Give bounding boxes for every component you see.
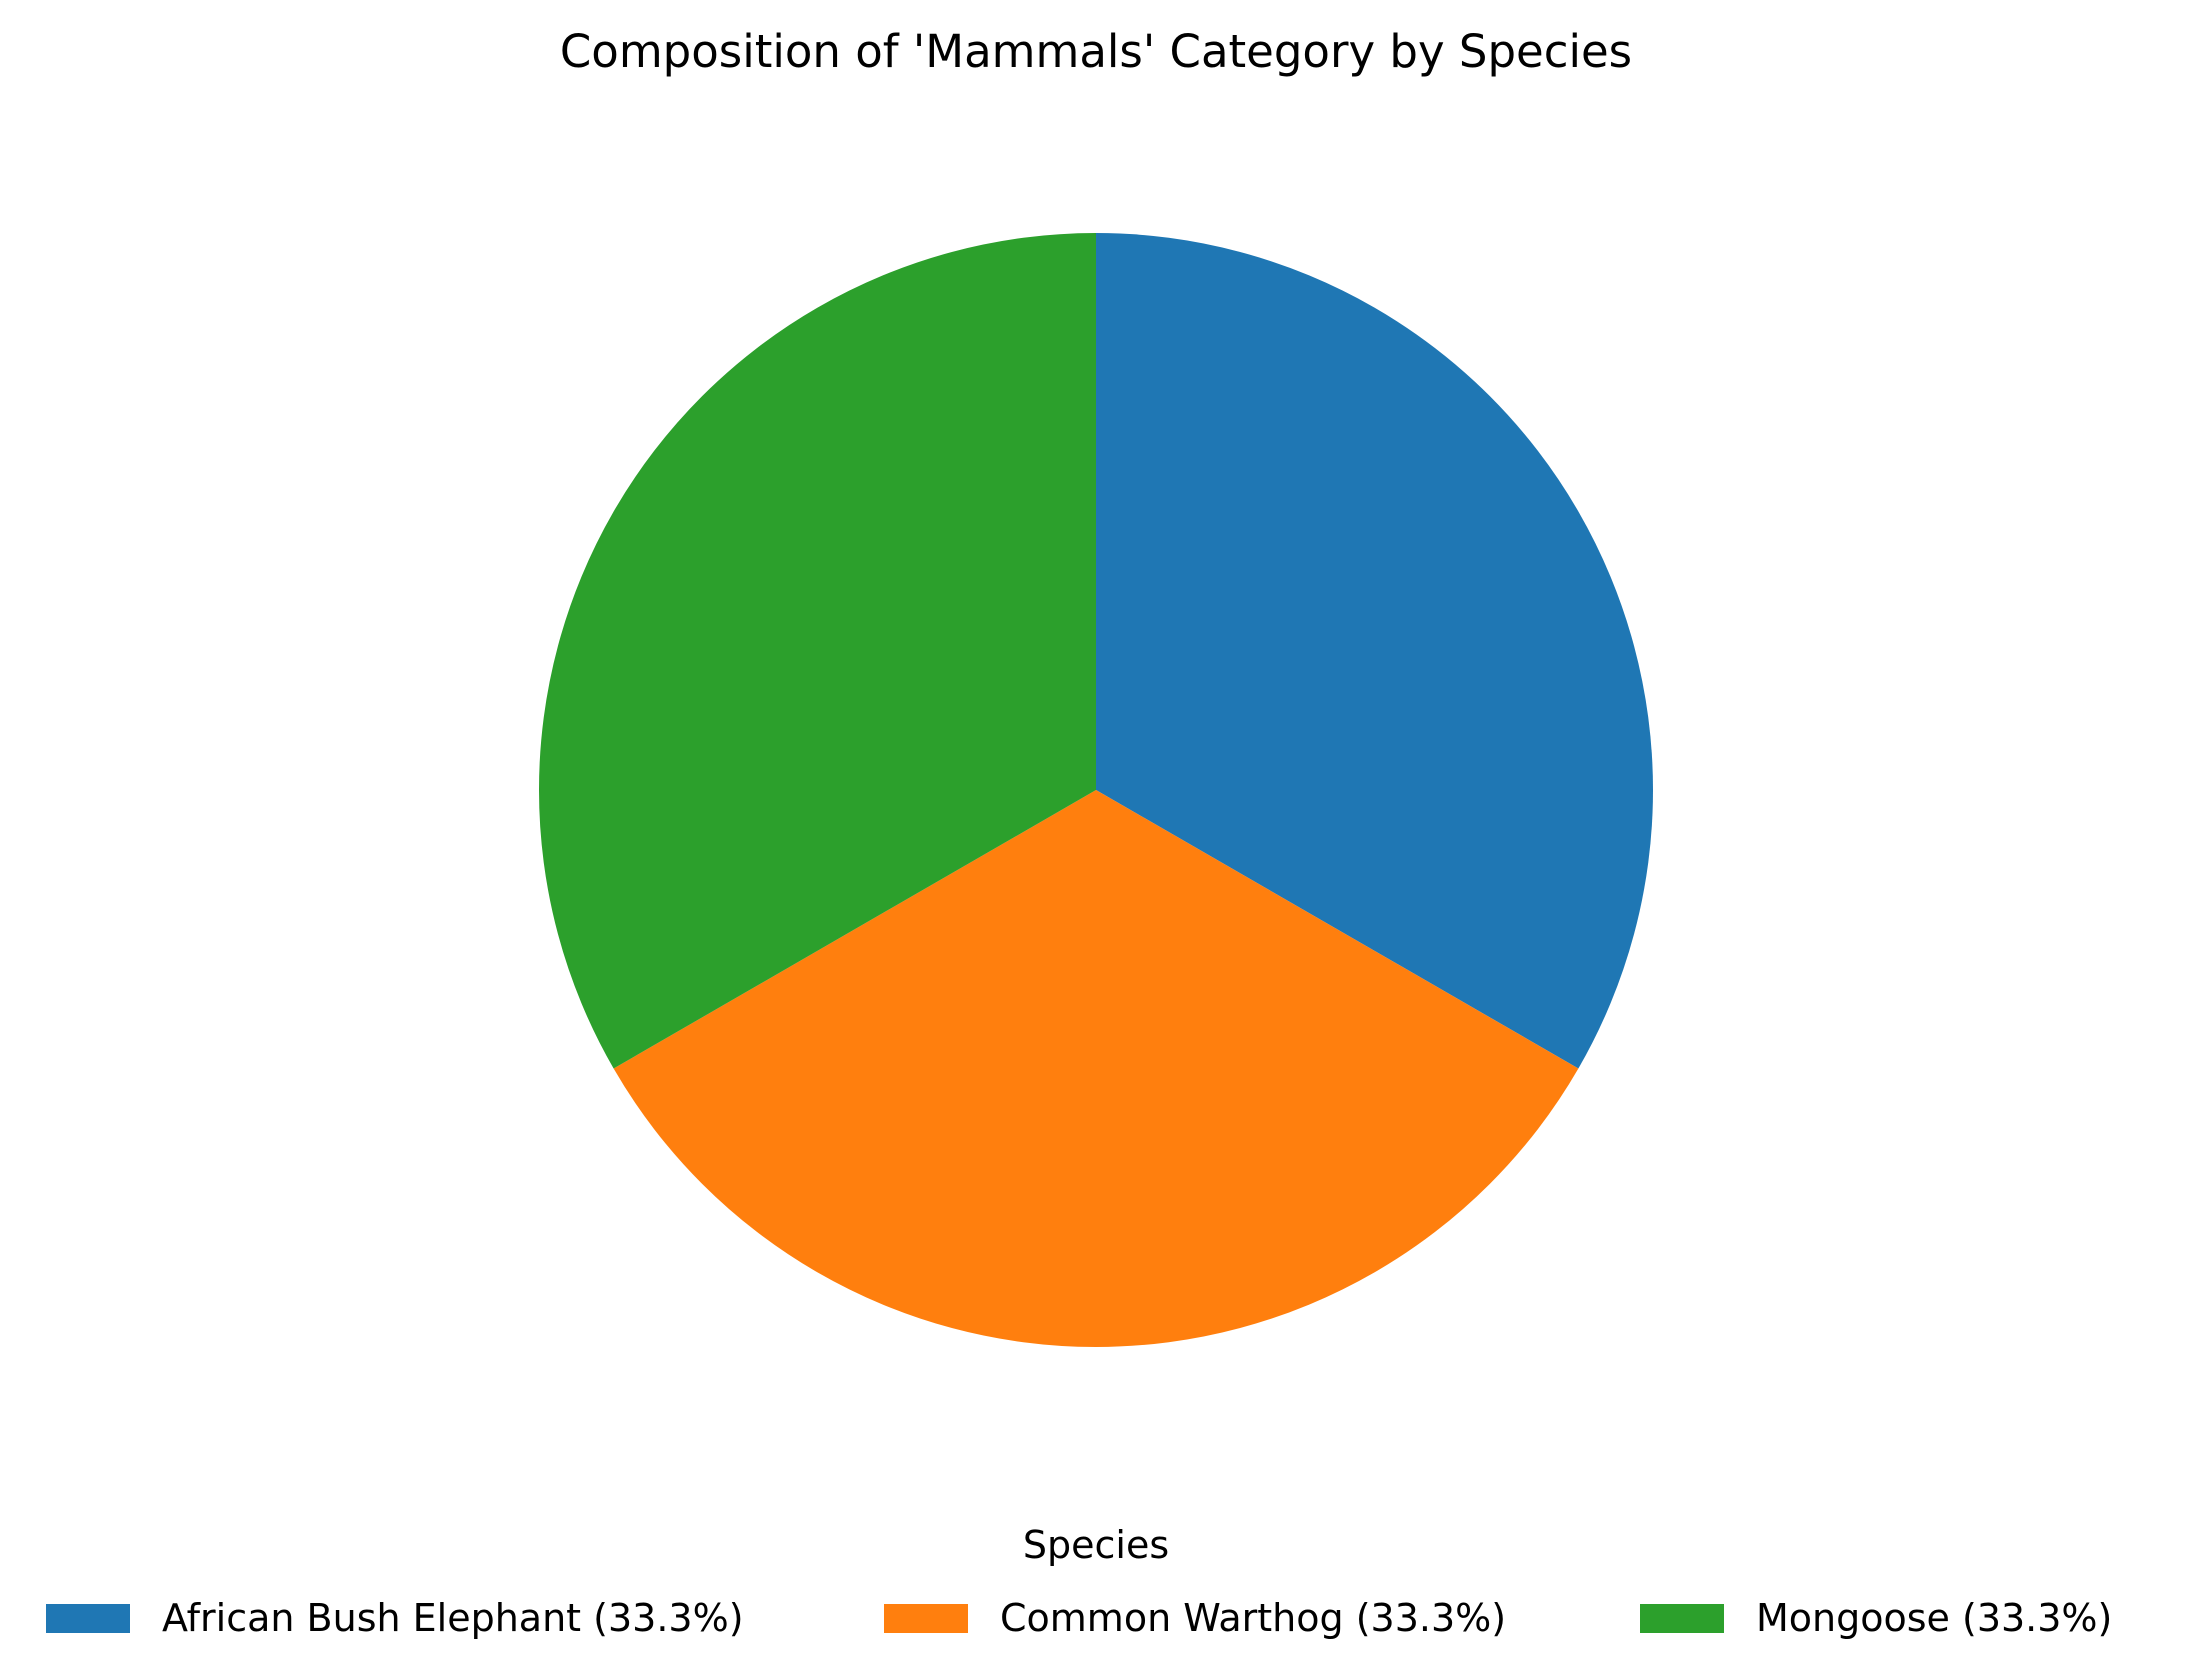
chart-title: Composition of 'Mammals' Category by Spe… — [559, 25, 1633, 78]
legend-swatch — [884, 1603, 968, 1633]
legend-item-common-warthog: Common Warthog (33.3%) — [884, 1590, 1506, 1646]
legend-title: Species — [1022, 1523, 1170, 1567]
legend-item-african-bush-elephant: African Bush Elephant (33.3%) — [46, 1590, 744, 1646]
legend-swatch — [1640, 1603, 1724, 1633]
legend-swatch — [46, 1603, 130, 1633]
pie-slice-mongoose — [538, 233, 1096, 1069]
pie-slice-african-bush-elephant — [1096, 233, 1654, 1069]
legend-label: African Bush Elephant (33.3%) — [162, 1596, 744, 1640]
legend-label: Common Warthog (33.3%) — [1000, 1596, 1507, 1640]
legend-label: Mongoose (33.3%) — [1756, 1596, 2113, 1640]
legend-item-mongoose: Mongoose (33.3%) — [1640, 1590, 2112, 1646]
pie-slice-common-warthog — [613, 790, 1579, 1348]
